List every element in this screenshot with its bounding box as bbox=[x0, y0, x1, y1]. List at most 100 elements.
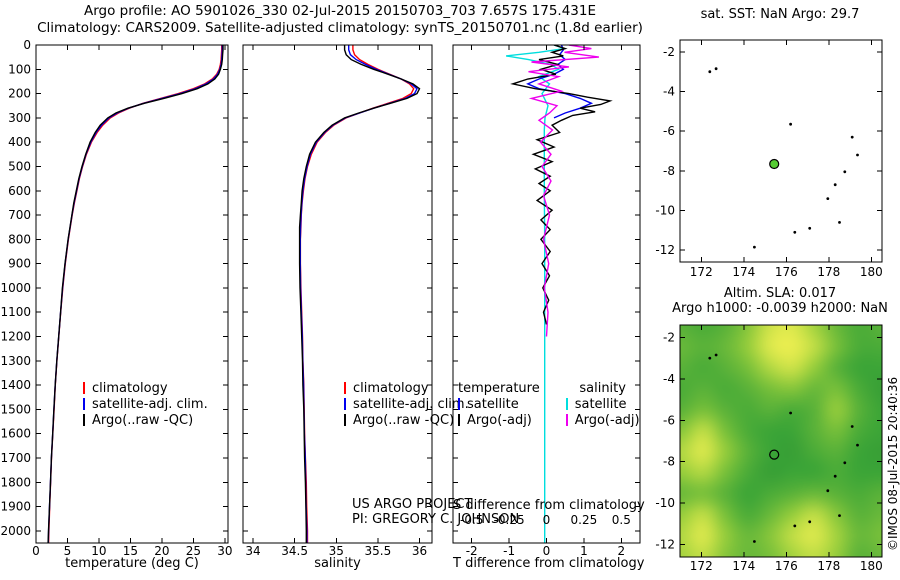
x-tick-label: 2 bbox=[617, 544, 625, 558]
legend-column: temperature satellite Argo(-adj) bbox=[458, 381, 540, 429]
island-dot bbox=[856, 443, 859, 447]
y-tick-label: -6 bbox=[663, 124, 675, 138]
pi-annotation: PI: GREGORY C. JOHNSON bbox=[352, 512, 520, 527]
s-axis-tick-label: -0.5 bbox=[460, 513, 483, 527]
figure-header: Argo profile: AO 5901026_330 02-Jul-2015… bbox=[0, 3, 680, 37]
s-axis-tick-label: -0.25 bbox=[494, 513, 525, 527]
x-tick-label: 174 bbox=[732, 265, 755, 279]
legend-item: satellite bbox=[565, 397, 640, 413]
y-tick-label: 1500 bbox=[0, 402, 31, 416]
island-dot bbox=[714, 67, 718, 71]
legend-line-swatch bbox=[458, 414, 460, 426]
legend-label: satellite bbox=[467, 397, 519, 412]
temperature-profile-series-argo-raw-qc- bbox=[47, 45, 224, 543]
y-tick-label: 900 bbox=[8, 257, 31, 271]
temperature-profile-series-climatology bbox=[47, 45, 223, 543]
x-tick-label: 5 bbox=[64, 544, 72, 558]
sla-map-argo-marker bbox=[769, 449, 780, 460]
x-tick-label: 0 bbox=[543, 544, 551, 558]
island-dot bbox=[793, 524, 797, 528]
x-tick-label: 20 bbox=[154, 544, 169, 558]
difference-legend: temperature satellite Argo(-adj) salinity sa… bbox=[458, 381, 640, 429]
x-tick-label: -2 bbox=[466, 544, 478, 558]
island-dot bbox=[708, 356, 712, 360]
legend-item: satellite bbox=[458, 397, 540, 413]
s-axis-tick-label: 0 bbox=[543, 513, 551, 527]
legend-item: Argo(..raw -QC) bbox=[344, 413, 469, 429]
x-tick-label: 15 bbox=[123, 544, 138, 558]
island-dot bbox=[714, 353, 718, 357]
sla-map-title-1: Altim. SLA: 0.017 bbox=[723, 286, 837, 301]
y-tick-label: 100 bbox=[8, 62, 31, 76]
project-annotation: US ARGO PROJECT bbox=[352, 497, 473, 512]
salinity-profile-chart: 34 34.5 35 35.5 36 bbox=[242, 44, 433, 558]
legend-line-swatch bbox=[565, 398, 568, 410]
y-tick-label: 1000 bbox=[0, 281, 31, 295]
legend-column: salinity satellite Argo(-adj) bbox=[565, 381, 640, 429]
salinity-profile-series-climatology bbox=[299, 45, 415, 543]
y-tick-label: -2 bbox=[663, 330, 675, 344]
y-tick-label: 500 bbox=[8, 159, 31, 173]
legend-label: Argo(..raw -QC) bbox=[353, 413, 455, 428]
legend-item: satellite-adj. clim. bbox=[344, 397, 469, 413]
y-tick-label: 1300 bbox=[0, 354, 31, 368]
legend-column-header: salinity bbox=[579, 381, 626, 396]
sla-map-chart: 172 174 176 178 180 -2 -4 -6 -8 -10 -12 bbox=[655, 324, 883, 573]
legend-line-swatch bbox=[565, 414, 568, 426]
x-tick-label: 1 bbox=[580, 544, 588, 558]
y-tick-label: -8 bbox=[663, 455, 675, 469]
x-tick-label: 25 bbox=[186, 544, 201, 558]
t-difference-xlabel: T difference from climatology bbox=[453, 556, 645, 571]
y-tick-label: 1700 bbox=[0, 451, 31, 465]
x-tick-label: 174 bbox=[732, 559, 755, 573]
salinity-profile-series-argo-raw-qc- bbox=[298, 45, 421, 543]
y-tick-label: 0 bbox=[23, 38, 31, 52]
temperature-xlabel: temperature (deg C) bbox=[65, 556, 199, 571]
location-map-argo-marker bbox=[769, 158, 780, 170]
island-dot bbox=[843, 170, 847, 174]
temperature-profile-series-satellite-adj-clim- bbox=[47, 45, 224, 543]
y-tick-label: 800 bbox=[8, 232, 31, 246]
x-tick-label: -1 bbox=[503, 544, 515, 558]
x-tick-label: 36 bbox=[412, 544, 427, 558]
legend-label: Argo(-adj) bbox=[574, 413, 640, 428]
x-tick-label: 0 bbox=[32, 544, 40, 558]
legend-label: Argo(..raw -QC) bbox=[92, 413, 194, 428]
island-dot bbox=[850, 135, 854, 139]
s-difference-axis-label: S difference from climatology bbox=[453, 498, 645, 513]
legend-label: satellite-adj. clim. bbox=[353, 397, 469, 412]
legend-item: Argo(..raw -QC) bbox=[83, 413, 208, 429]
y-tick-label: -12 bbox=[655, 538, 675, 552]
difference-profile-series-salinity-satellite bbox=[505, 45, 565, 543]
x-tick-label: 34.5 bbox=[281, 544, 308, 558]
temperature-legend: climatology satellite-adj. clim. Argo(..ra… bbox=[83, 381, 208, 429]
s-axis-tick-label: 0.25 bbox=[571, 513, 598, 527]
y-tick-label: 1900 bbox=[0, 500, 31, 514]
title-line-1: Argo profile: AO 5901026_330 02-Jul-2015… bbox=[84, 3, 596, 19]
legend-line-swatch bbox=[458, 398, 460, 410]
island-dot bbox=[808, 226, 812, 230]
salinity-legend: climatology satellite-adj. clim. Argo(..ra… bbox=[344, 381, 469, 429]
y-tick-label: 1600 bbox=[0, 427, 31, 441]
island-dot bbox=[856, 153, 859, 157]
island-dot bbox=[789, 411, 792, 415]
legend-item: climatology bbox=[83, 381, 208, 397]
imos-credit: ©IMOS 08-Jul-2015 20:40:36 bbox=[886, 376, 900, 551]
island-dot bbox=[826, 489, 830, 493]
legend-line-swatch bbox=[344, 382, 346, 394]
temperature-profile-chart: 0 5 10 15 20 25 300100200300400500600700800900… bbox=[0, 38, 232, 558]
x-tick-label: 176 bbox=[775, 265, 798, 279]
island-dot bbox=[838, 221, 841, 224]
island-dot bbox=[826, 197, 830, 201]
y-tick-label: -12 bbox=[655, 243, 675, 257]
sst-map-title: sat. SST: NaN Argo: 29.7 bbox=[700, 7, 860, 22]
legend-label: satellite bbox=[574, 397, 627, 412]
island-dot bbox=[789, 122, 792, 126]
x-tick-label: 35 bbox=[329, 544, 344, 558]
x-tick-label: 30 bbox=[217, 544, 232, 558]
title-line-2: Climatology: CARS2009. Satellite-adjuste… bbox=[37, 20, 643, 36]
x-tick-label: 178 bbox=[817, 265, 840, 279]
legend-column-header: temperature bbox=[458, 381, 540, 396]
y-tick-label: 400 bbox=[8, 135, 31, 149]
island-dot bbox=[843, 461, 847, 465]
